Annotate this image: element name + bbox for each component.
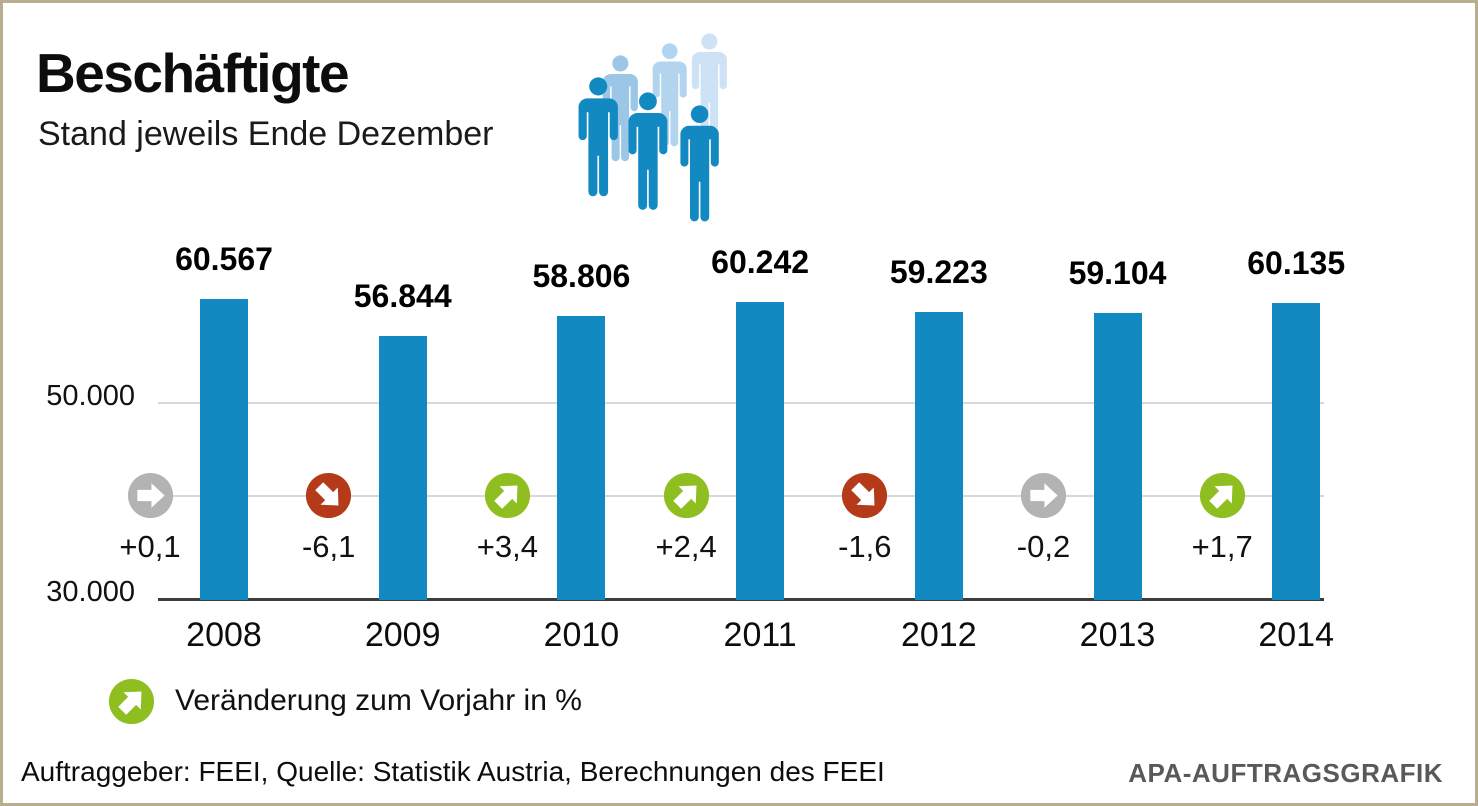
bar-2011 [736, 302, 785, 600]
change-value-label-2009: -6,1 [301, 529, 356, 564]
change-up-arrow-icon-2014 [1199, 472, 1246, 524]
change-flat-arrow-icon-2013 [1020, 472, 1067, 524]
bar-2012 [914, 312, 963, 600]
y-axis-tick-30000: 30.000 [46, 576, 135, 608]
y-axis-tick-50000: 50.000 [46, 380, 135, 412]
change-value-label-2013: -0,2 [1016, 529, 1071, 564]
source-text: Auftraggeber: FEEI, Quelle: Statistik Au… [21, 756, 885, 787]
year-label-2012: 2012 [900, 616, 977, 654]
change-value-label-2008: +0,1 [119, 529, 181, 564]
bar-2014 [1272, 303, 1321, 600]
bar-value-label-2013: 59.104 [1068, 255, 1167, 292]
bar-value-label-2012: 59.223 [889, 254, 988, 291]
year-label-2010: 2010 [543, 616, 620, 654]
page-title: Beschäftigte [36, 42, 350, 104]
bar-2013 [1093, 313, 1142, 600]
year-label-2013: 2013 [1079, 616, 1156, 654]
year-label-2011: 2011 [723, 616, 797, 654]
bar-value-label-2008: 60.567 [175, 240, 273, 277]
people-group-icon [578, 33, 727, 222]
year-label-2008: 2008 [186, 616, 262, 654]
bar-2010 [557, 316, 606, 600]
change-value-label-2014: +1,7 [1191, 529, 1253, 564]
bar-value-label-2009: 56.844 [353, 277, 452, 314]
change-down-arrow-icon-2012 [841, 472, 888, 524]
change-value-label-2012: -1,6 [838, 529, 892, 564]
change-down-arrow-icon-2009 [305, 472, 352, 524]
change-flat-arrow-icon-2008 [127, 472, 174, 524]
change-value-label-2011: +2,4 [655, 529, 717, 564]
bar-2009 [378, 335, 427, 600]
page-subtitle: Stand jeweils Ende Dezember [38, 115, 494, 153]
year-label-2009: 2009 [364, 616, 441, 654]
legend-label: Veränderung zum Vorjahr in % [175, 684, 582, 717]
bar-value-label-2014: 60.135 [1247, 245, 1346, 282]
change-up-arrow-icon [108, 678, 155, 725]
person-back-right-icon [691, 33, 727, 140]
year-label-2014: 2014 [1258, 616, 1334, 654]
brand-text: APA-AUFTRAGSGRAFIK [1128, 758, 1443, 788]
change-up-arrow-icon-2011 [663, 472, 710, 524]
change-value-label-2010: +3,4 [476, 529, 538, 564]
change-up-arrow-icon-2010 [484, 472, 531, 524]
bar-2008 [200, 298, 248, 600]
bar-value-label-2011: 60.242 [711, 244, 810, 281]
bar-value-label-2010: 58.806 [532, 258, 631, 295]
